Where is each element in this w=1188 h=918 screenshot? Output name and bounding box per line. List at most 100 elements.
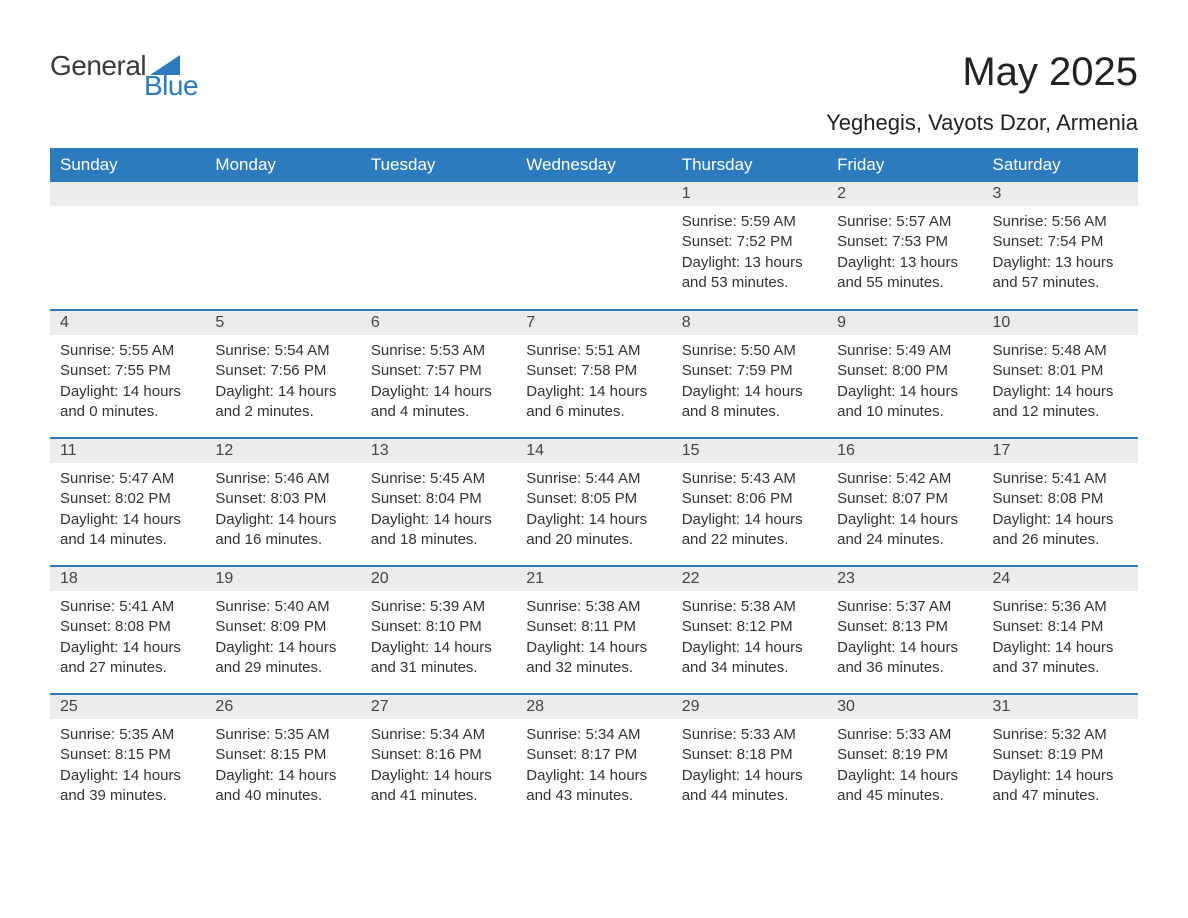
header: General Blue May 2025 [50, 50, 1138, 102]
location-label: Yeghegis, Vayots Dzor, Armenia [50, 110, 1138, 136]
calendar-cell: 12Sunrise: 5:46 AMSunset: 8:03 PMDayligh… [205, 438, 360, 566]
calendar-cell [205, 182, 360, 310]
sunset-text: Sunset: 8:11 PM [526, 617, 661, 637]
day-number: 3 [983, 182, 1138, 206]
daylight-text: Daylight: 13 hours and 57 minutes. [993, 253, 1128, 294]
day-number: 13 [361, 439, 516, 463]
calendar-cell: 13Sunrise: 5:45 AMSunset: 8:04 PMDayligh… [361, 438, 516, 566]
sunset-text: Sunset: 8:12 PM [682, 617, 817, 637]
day-number: 16 [827, 439, 982, 463]
day-data: Sunrise: 5:46 AMSunset: 8:03 PMDaylight:… [205, 463, 360, 560]
daylight-text: Daylight: 14 hours and 27 minutes. [60, 638, 195, 679]
col-wednesday: Wednesday [516, 148, 671, 182]
sunrise-text: Sunrise: 5:41 AM [60, 597, 195, 617]
day-number: 1 [672, 182, 827, 206]
day-data: Sunrise: 5:45 AMSunset: 8:04 PMDaylight:… [361, 463, 516, 560]
day-data: Sunrise: 5:48 AMSunset: 8:01 PMDaylight:… [983, 335, 1138, 432]
day-number: 25 [50, 695, 205, 719]
day-number: 9 [827, 311, 982, 335]
calendar-cell: 26Sunrise: 5:35 AMSunset: 8:15 PMDayligh… [205, 694, 360, 822]
calendar-week-row: 4Sunrise: 5:55 AMSunset: 7:55 PMDaylight… [50, 310, 1138, 438]
calendar-table: Sunday Monday Tuesday Wednesday Thursday… [50, 148, 1138, 822]
sunset-text: Sunset: 8:07 PM [837, 489, 972, 509]
calendar-week-row: 11Sunrise: 5:47 AMSunset: 8:02 PMDayligh… [50, 438, 1138, 566]
day-number: 30 [827, 695, 982, 719]
day-number [205, 182, 360, 206]
daylight-text: Daylight: 14 hours and 2 minutes. [215, 382, 350, 423]
day-number: 20 [361, 567, 516, 591]
sunrise-text: Sunrise: 5:55 AM [60, 341, 195, 361]
sunrise-text: Sunrise: 5:44 AM [526, 469, 661, 489]
day-number: 4 [50, 311, 205, 335]
calendar-cell: 18Sunrise: 5:41 AMSunset: 8:08 PMDayligh… [50, 566, 205, 694]
sunrise-text: Sunrise: 5:37 AM [837, 597, 972, 617]
logo-text-blue: Blue [144, 70, 198, 102]
day-data: Sunrise: 5:37 AMSunset: 8:13 PMDaylight:… [827, 591, 982, 688]
day-number: 26 [205, 695, 360, 719]
day-data: Sunrise: 5:44 AMSunset: 8:05 PMDaylight:… [516, 463, 671, 560]
day-number [516, 182, 671, 206]
day-data: Sunrise: 5:43 AMSunset: 8:06 PMDaylight:… [672, 463, 827, 560]
sunrise-text: Sunrise: 5:35 AM [215, 725, 350, 745]
day-number: 28 [516, 695, 671, 719]
daylight-text: Daylight: 13 hours and 55 minutes. [837, 253, 972, 294]
day-data: Sunrise: 5:55 AMSunset: 7:55 PMDaylight:… [50, 335, 205, 432]
sunrise-text: Sunrise: 5:48 AM [993, 341, 1128, 361]
daylight-text: Daylight: 14 hours and 26 minutes. [993, 510, 1128, 551]
day-data: Sunrise: 5:32 AMSunset: 8:19 PMDaylight:… [983, 719, 1138, 816]
day-number: 22 [672, 567, 827, 591]
col-tuesday: Tuesday [361, 148, 516, 182]
sunrise-text: Sunrise: 5:53 AM [371, 341, 506, 361]
calendar-cell: 27Sunrise: 5:34 AMSunset: 8:16 PMDayligh… [361, 694, 516, 822]
calendar-cell: 7Sunrise: 5:51 AMSunset: 7:58 PMDaylight… [516, 310, 671, 438]
sunrise-text: Sunrise: 5:38 AM [526, 597, 661, 617]
calendar-cell: 11Sunrise: 5:47 AMSunset: 8:02 PMDayligh… [50, 438, 205, 566]
sunset-text: Sunset: 8:01 PM [993, 361, 1128, 381]
sunset-text: Sunset: 8:10 PM [371, 617, 506, 637]
col-thursday: Thursday [672, 148, 827, 182]
calendar-cell [361, 182, 516, 310]
sunrise-text: Sunrise: 5:43 AM [682, 469, 817, 489]
sunset-text: Sunset: 8:19 PM [837, 745, 972, 765]
sunset-text: Sunset: 8:15 PM [60, 745, 195, 765]
sunset-text: Sunset: 8:08 PM [60, 617, 195, 637]
calendar-cell: 24Sunrise: 5:36 AMSunset: 8:14 PMDayligh… [983, 566, 1138, 694]
day-number: 12 [205, 439, 360, 463]
day-data: Sunrise: 5:50 AMSunset: 7:59 PMDaylight:… [672, 335, 827, 432]
sunset-text: Sunset: 7:54 PM [993, 232, 1128, 252]
daylight-text: Daylight: 14 hours and 34 minutes. [682, 638, 817, 679]
sunrise-text: Sunrise: 5:34 AM [371, 725, 506, 745]
day-data: Sunrise: 5:33 AMSunset: 8:18 PMDaylight:… [672, 719, 827, 816]
calendar-cell: 9Sunrise: 5:49 AMSunset: 8:00 PMDaylight… [827, 310, 982, 438]
month-title: May 2025 [962, 50, 1138, 95]
calendar-cell: 30Sunrise: 5:33 AMSunset: 8:19 PMDayligh… [827, 694, 982, 822]
day-number: 8 [672, 311, 827, 335]
calendar-cell: 16Sunrise: 5:42 AMSunset: 8:07 PMDayligh… [827, 438, 982, 566]
sunrise-text: Sunrise: 5:33 AM [682, 725, 817, 745]
calendar-cell: 25Sunrise: 5:35 AMSunset: 8:15 PMDayligh… [50, 694, 205, 822]
sunrise-text: Sunrise: 5:36 AM [993, 597, 1128, 617]
day-data: Sunrise: 5:35 AMSunset: 8:15 PMDaylight:… [205, 719, 360, 816]
sunset-text: Sunset: 7:56 PM [215, 361, 350, 381]
day-number: 10 [983, 311, 1138, 335]
calendar-cell: 5Sunrise: 5:54 AMSunset: 7:56 PMDaylight… [205, 310, 360, 438]
calendar-cell: 31Sunrise: 5:32 AMSunset: 8:19 PMDayligh… [983, 694, 1138, 822]
day-data: Sunrise: 5:34 AMSunset: 8:16 PMDaylight:… [361, 719, 516, 816]
sunrise-text: Sunrise: 5:51 AM [526, 341, 661, 361]
daylight-text: Daylight: 14 hours and 22 minutes. [682, 510, 817, 551]
sunset-text: Sunset: 8:06 PM [682, 489, 817, 509]
calendar-cell: 10Sunrise: 5:48 AMSunset: 8:01 PMDayligh… [983, 310, 1138, 438]
calendar-cell: 14Sunrise: 5:44 AMSunset: 8:05 PMDayligh… [516, 438, 671, 566]
sunrise-text: Sunrise: 5:38 AM [682, 597, 817, 617]
sunrise-text: Sunrise: 5:41 AM [993, 469, 1128, 489]
sunrise-text: Sunrise: 5:49 AM [837, 341, 972, 361]
day-number: 17 [983, 439, 1138, 463]
sunrise-text: Sunrise: 5:35 AM [60, 725, 195, 745]
daylight-text: Daylight: 14 hours and 44 minutes. [682, 766, 817, 807]
sunset-text: Sunset: 8:16 PM [371, 745, 506, 765]
day-data: Sunrise: 5:33 AMSunset: 8:19 PMDaylight:… [827, 719, 982, 816]
day-data: Sunrise: 5:41 AMSunset: 8:08 PMDaylight:… [50, 591, 205, 688]
daylight-text: Daylight: 14 hours and 8 minutes. [682, 382, 817, 423]
day-number [361, 182, 516, 206]
day-number: 7 [516, 311, 671, 335]
